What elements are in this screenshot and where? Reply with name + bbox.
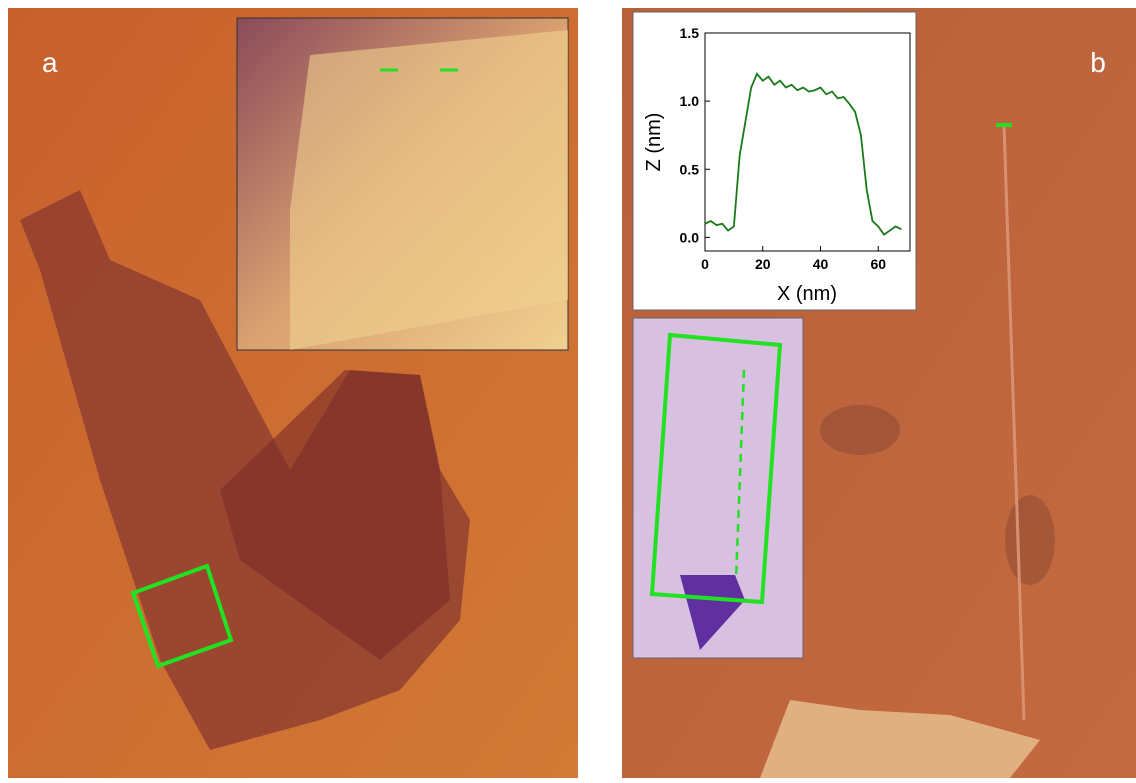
panel-label: b xyxy=(1090,47,1106,78)
x-tick-label: 20 xyxy=(755,256,771,272)
panel-label: a xyxy=(42,47,58,78)
y-tick-label: 1.5 xyxy=(680,25,700,41)
y-tick-label: 1.0 xyxy=(680,93,700,109)
y-tick-label: 0.5 xyxy=(680,161,700,177)
x-axis-label: X (nm) xyxy=(777,283,837,305)
terrace xyxy=(290,30,568,350)
x-tick-label: 60 xyxy=(870,256,886,272)
y-axis-label: Z (nm) xyxy=(643,113,665,172)
figure: a b X (nm) Z (nm) 0.0 0.5 1.0 1.5 0 20 40 60 xyxy=(0,0,1136,778)
shadow xyxy=(820,405,900,455)
shadow xyxy=(1005,495,1055,585)
x-tick-label: 40 xyxy=(813,256,829,272)
y-tick-label: 0.0 xyxy=(680,229,700,245)
x-tick-label: 0 xyxy=(701,256,709,272)
